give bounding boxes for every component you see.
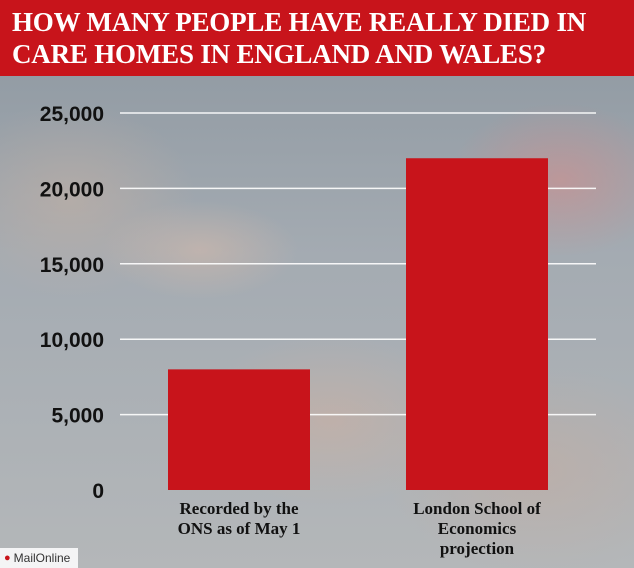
source-credit: ● MailOnline — [0, 548, 79, 568]
chart-title: HOW MANY PEOPLE HAVE REALLY DIED IN CARE… — [12, 7, 587, 69]
bars — [168, 158, 548, 491]
x-category-label-line: Economics — [438, 519, 517, 538]
mailonline-logo-icon: ● — [4, 552, 11, 564]
x-category-label-line: London School of — [413, 499, 541, 518]
y-tick-label: 20,000 — [40, 178, 104, 201]
y-tick-label: 5,000 — [51, 405, 104, 428]
x-category-label: London School of Economics projection — [413, 499, 541, 558]
x-category-label: Recorded by the ONS as of May 1 — [178, 499, 301, 538]
x-axis-category-labels: Recorded by the ONS as of May 1 London Sch… — [178, 499, 541, 558]
title-banner: HOW MANY PEOPLE HAVE REALLY DIED IN CARE… — [0, 0, 634, 76]
x-category-label-line: projection — [440, 539, 515, 558]
y-tick-label: 15,000 — [40, 254, 104, 277]
x-category-label-line: Recorded by the — [180, 499, 299, 518]
bar — [168, 369, 310, 490]
credit-label: MailOnline — [13, 551, 71, 565]
y-tick-label: 0 — [92, 480, 104, 503]
bar — [406, 158, 548, 491]
x-category-label-line: ONS as of May 1 — [178, 519, 301, 538]
y-tick-label: 25,000 — [40, 103, 104, 126]
y-axis-tick-labels: 0 5,000 10,000 15,000 20,000 25,000 — [40, 103, 104, 503]
y-tick-label: 10,000 — [40, 329, 104, 352]
